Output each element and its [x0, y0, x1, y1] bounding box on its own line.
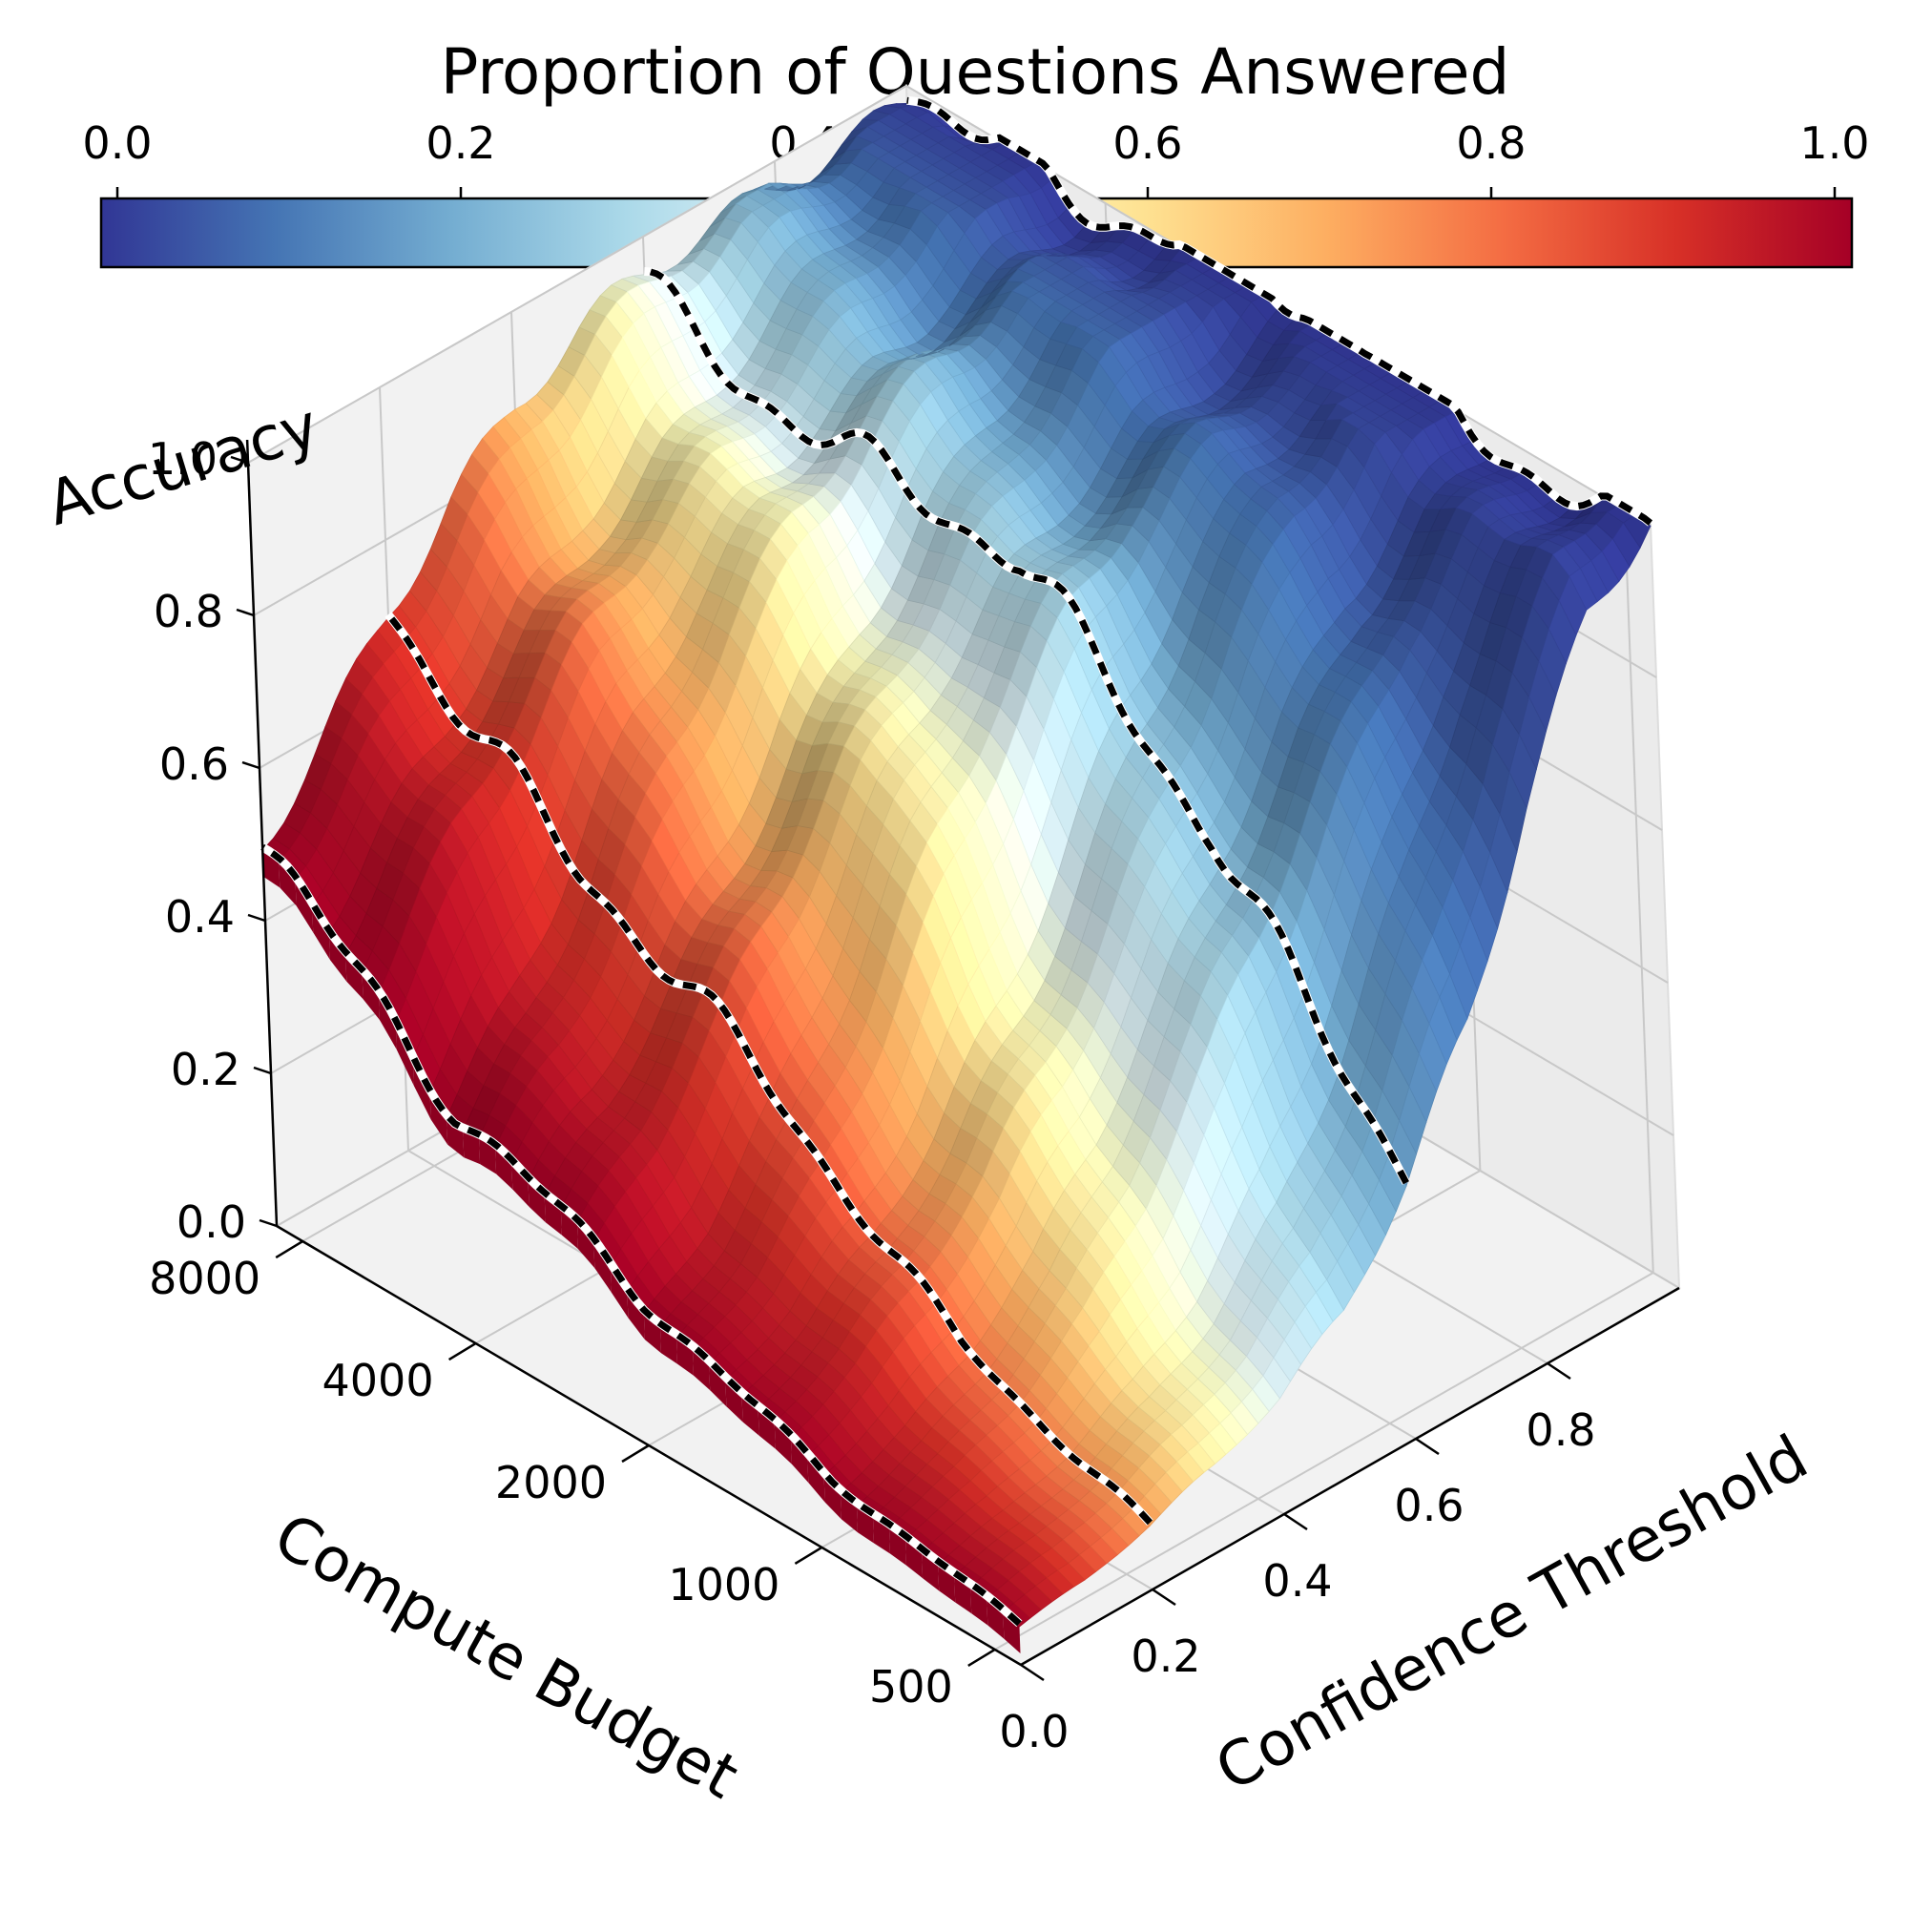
surface-edge-skirt [840, 1492, 858, 1533]
surface-edge-skirt [593, 1241, 612, 1293]
x-axis-tick-label: 8000 [149, 1253, 260, 1304]
surface-edge-skirt [725, 1380, 743, 1423]
y-axis-tick [1152, 1588, 1176, 1607]
surface-edge-skirt [279, 861, 297, 906]
surface-edge-skirt [528, 1179, 546, 1223]
surface-edge-skirt [345, 954, 364, 1000]
y-axis-tick-label: 0.6 [1394, 1480, 1464, 1531]
y-axis-tick-label: 0.8 [1526, 1404, 1595, 1456]
surface-edge-skirt [295, 879, 314, 933]
surface-edge-skirt [447, 1117, 465, 1158]
surface-edge-skirt [758, 1408, 776, 1449]
z-axis-tick-label: 0.2 [171, 1044, 240, 1095]
colorbar-title: Proportion of Questions Answered [441, 35, 1510, 109]
surface-edge-skirt [741, 1395, 759, 1436]
x-axis-tick-label: 500 [869, 1661, 953, 1713]
axis-lines: 50010002000400080000.00.20.40.60.80.00.2… [148, 433, 1680, 1757]
surface-edge-skirt [576, 1222, 595, 1269]
x-axis-tick-label: 4000 [322, 1355, 434, 1406]
z-axis-tick [253, 1066, 272, 1075]
z-axis-tick [241, 760, 260, 770]
surface-edge-skirt [627, 1291, 645, 1340]
surface-edge-skirt [790, 1437, 809, 1483]
z-axis-tick [236, 608, 255, 617]
y-axis-tick-label: 0.0 [999, 1706, 1069, 1757]
surface-edge-skirt [560, 1208, 578, 1250]
gridline [994, 1272, 1654, 1651]
x-axis-tick [967, 1648, 996, 1668]
surface-edge-skirt [429, 1092, 448, 1145]
surface-edge-skirt [774, 1422, 792, 1464]
y-axis-tick-label: 0.2 [1131, 1631, 1200, 1682]
y-axis-line [1020, 1286, 1680, 1667]
x-axis-tick-label: 2000 [495, 1457, 607, 1508]
surface-edge-skirt [1003, 1611, 1021, 1653]
surface-edge-skirt [692, 1348, 711, 1391]
gridline [1623, 509, 1654, 1273]
surface-edge-skirt [544, 1195, 562, 1236]
surface-edge-skirt [610, 1265, 629, 1319]
surface-edge-skirt [463, 1131, 481, 1165]
surface-edge-skirt [987, 1598, 1005, 1639]
z-axis-tick-label: 0.0 [177, 1196, 246, 1248]
z-axis-tick-label: 0.4 [165, 891, 235, 943]
edge-threshold-0 [260, 843, 1022, 1627]
z-axis-tick [230, 455, 249, 465]
z-axis-tick-label: 0.8 [154, 586, 223, 637]
surface-edge-skirt [362, 972, 380, 1021]
x-axis-tick [794, 1546, 823, 1566]
surface-edge-skirt [643, 1313, 661, 1354]
x-axis-tick [621, 1444, 650, 1464]
surface-edge-skirt [328, 933, 347, 982]
contour-threshold-0.6 [644, 268, 1410, 1185]
z-axis-line [245, 439, 279, 1227]
x-axis-tick [447, 1341, 477, 1361]
contour-threshold-0.2 [385, 612, 1153, 1526]
colorbar-tick-label: 1.0 [1799, 117, 1869, 169]
colorbar-tick-label: 0.8 [1456, 117, 1526, 169]
surface-edge-skirt [922, 1551, 940, 1591]
surface-edge-skirt [823, 1475, 841, 1520]
surface-edge-skirt [709, 1363, 727, 1407]
highlighted-contours [260, 95, 1653, 1628]
y-axis-tick [1283, 1512, 1308, 1531]
y-axis-tick [1415, 1437, 1440, 1456]
accuracy-surface [261, 102, 1652, 1653]
edge-threshold-1 [906, 96, 1653, 526]
z-axis-tick [247, 913, 266, 923]
surface-edge-skirt [312, 905, 330, 960]
z-axis-tick-label: 1.0 [148, 433, 218, 485]
surface-edge-skirt [495, 1147, 513, 1190]
colorbar-tick-label: 0.2 [426, 117, 495, 169]
x-axis-tick-label: 1000 [668, 1559, 779, 1610]
surface-edge-skirt [807, 1456, 825, 1503]
surface-edge-skirt [378, 993, 397, 1049]
x-axis-tick [275, 1239, 303, 1259]
x-axis-title: Compute Budget [262, 1501, 749, 1814]
z-axis-tick-label: 0.6 [159, 738, 229, 790]
surface-edge-skirt [905, 1538, 924, 1579]
z-axis-tick [259, 1218, 278, 1228]
colorbar-tick-label: 0.6 [1112, 117, 1182, 169]
surface-edge-skirt [511, 1162, 530, 1207]
gridline [247, 85, 907, 464]
y-axis-tick-label: 0.4 [1262, 1555, 1332, 1607]
y-axis-tick [1547, 1361, 1571, 1381]
colorbar-tick-label: 0.0 [82, 117, 152, 169]
y-axis-tick [1020, 1663, 1045, 1682]
